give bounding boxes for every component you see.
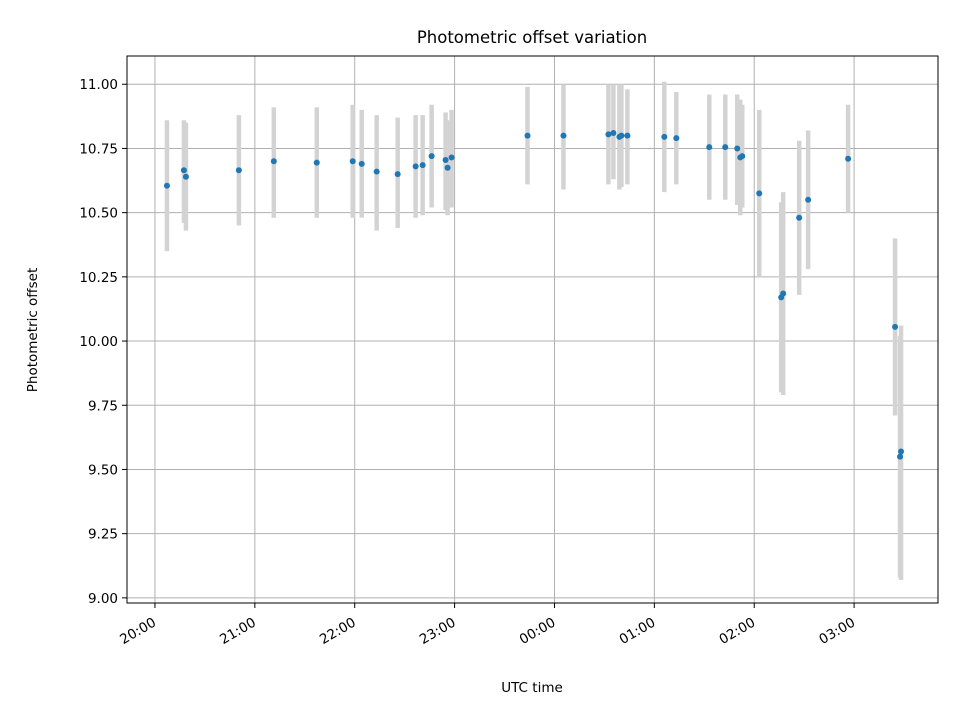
y-tick-label: 11.00 bbox=[79, 77, 118, 93]
data-point bbox=[180, 167, 187, 174]
data-point bbox=[796, 214, 803, 221]
chart-title: Photometric offset variation bbox=[417, 28, 647, 47]
data-point bbox=[805, 196, 812, 203]
data-point bbox=[182, 173, 189, 180]
data-point bbox=[448, 154, 455, 161]
data-point bbox=[313, 159, 320, 166]
data-point bbox=[734, 145, 741, 152]
data-points bbox=[163, 130, 905, 460]
y-tick-label: 10.25 bbox=[79, 270, 118, 286]
data-point bbox=[898, 448, 905, 455]
data-point bbox=[349, 158, 356, 165]
data-point bbox=[428, 153, 435, 160]
data-point bbox=[739, 153, 746, 160]
data-point bbox=[780, 290, 787, 297]
data-point bbox=[661, 133, 668, 140]
data-point bbox=[706, 144, 713, 151]
y-axis-ticks: 9.00 9.25 9.50 9.75 10.00 10.25 10.50 10.75 11.0… bbox=[79, 77, 127, 607]
data-point bbox=[358, 160, 365, 167]
data-point bbox=[722, 144, 729, 151]
y-tick-label: 9.75 bbox=[88, 398, 118, 414]
data-point bbox=[163, 182, 170, 189]
data-point bbox=[897, 453, 904, 460]
grid bbox=[127, 56, 938, 603]
y-tick-label: 9.00 bbox=[88, 591, 118, 607]
y-tick-label: 10.75 bbox=[79, 141, 118, 157]
data-point bbox=[394, 171, 401, 178]
plot-frame bbox=[126, 55, 939, 604]
data-point bbox=[756, 190, 763, 197]
data-point bbox=[412, 163, 419, 170]
y-tick-label: 9.25 bbox=[88, 527, 118, 543]
x-axis-label: UTC time bbox=[501, 680, 563, 696]
data-point bbox=[442, 157, 449, 164]
data-point bbox=[673, 135, 680, 142]
data-point bbox=[373, 168, 380, 175]
data-point bbox=[444, 164, 451, 171]
data-point bbox=[845, 155, 852, 162]
data-point bbox=[235, 167, 242, 174]
data-point bbox=[419, 162, 426, 169]
y-axis-label: Photometric offset bbox=[25, 268, 41, 392]
data-point bbox=[618, 132, 625, 139]
y-tick-label: 9.50 bbox=[88, 462, 118, 478]
y-tick-label: 10.00 bbox=[79, 334, 118, 350]
data-point bbox=[524, 132, 531, 139]
data-point bbox=[560, 132, 567, 139]
data-point bbox=[270, 158, 277, 165]
data-point bbox=[610, 130, 617, 137]
data-point bbox=[605, 131, 612, 138]
data-point bbox=[624, 132, 631, 139]
data-point bbox=[892, 323, 899, 330]
y-tick-label: 10.50 bbox=[79, 206, 118, 222]
